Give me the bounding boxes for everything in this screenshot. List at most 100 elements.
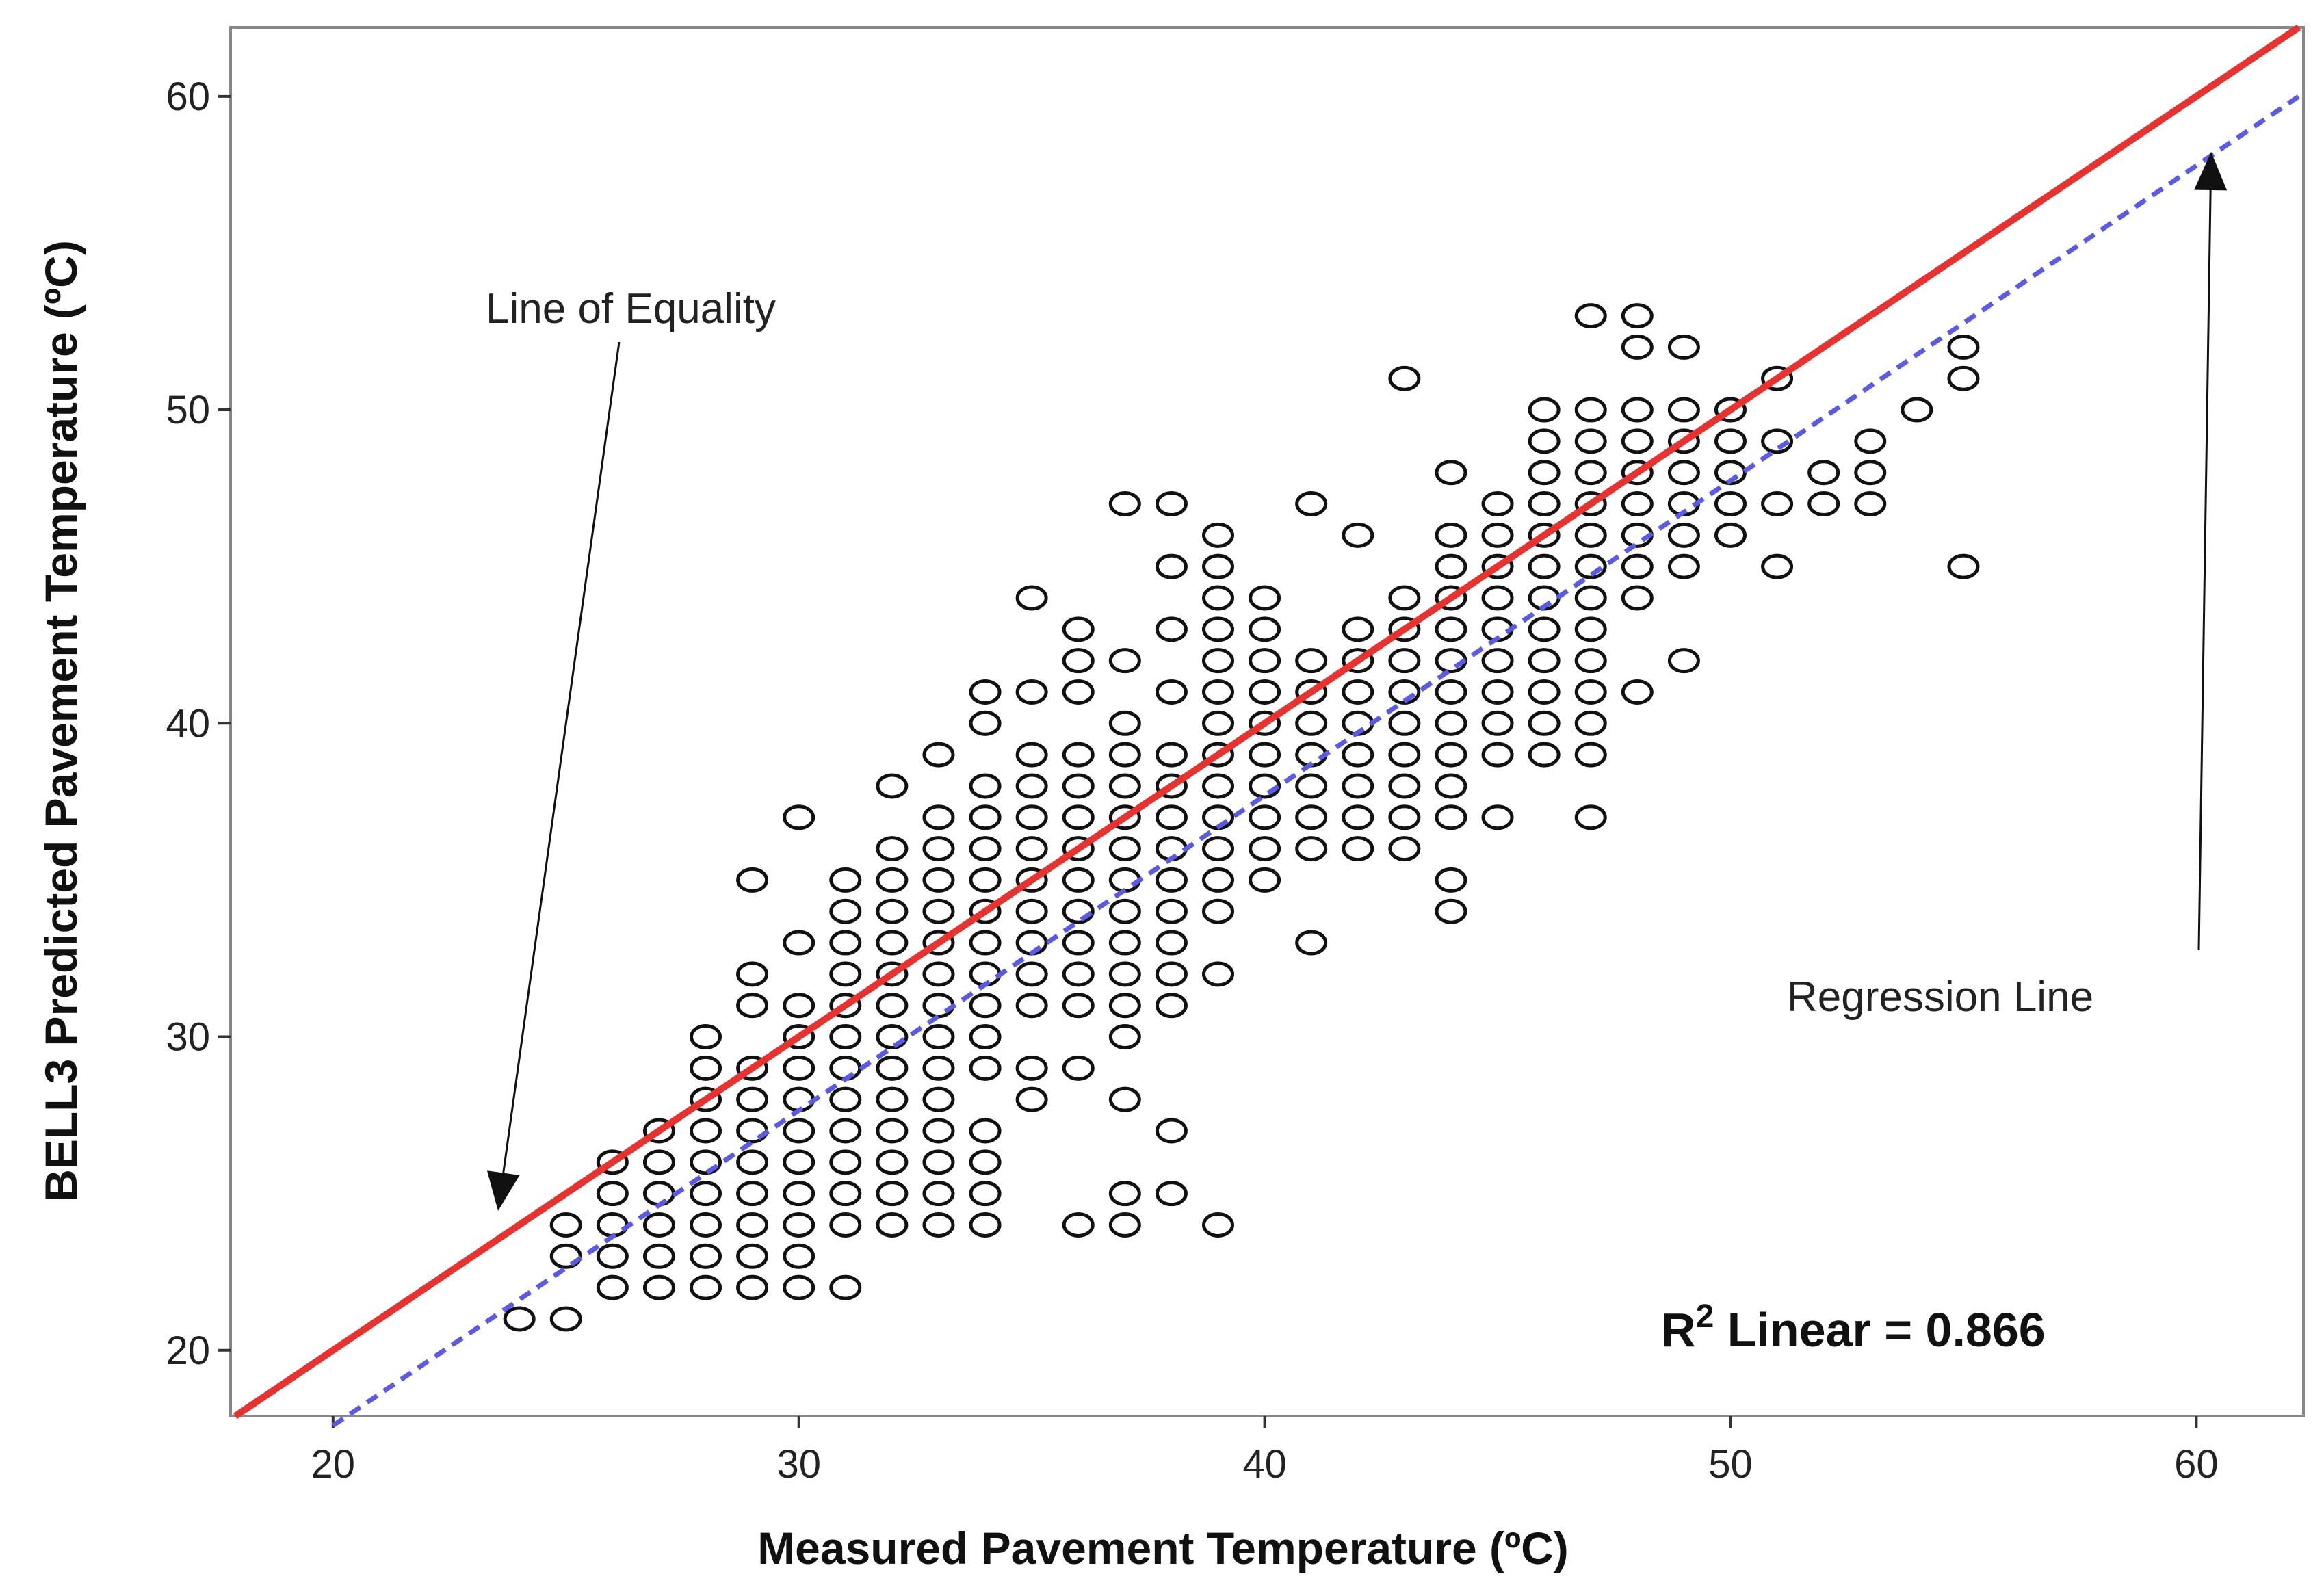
data-point — [969, 898, 1002, 924]
data-point — [1574, 804, 1607, 830]
data-point — [829, 1212, 862, 1238]
data-point — [969, 993, 1002, 1019]
data-point — [922, 1086, 955, 1112]
data-point — [736, 961, 769, 987]
data-point — [736, 1149, 769, 1175]
data-point — [1528, 553, 1561, 579]
data-point — [1435, 898, 1467, 924]
data-point — [1202, 553, 1235, 579]
data-point — [922, 742, 955, 768]
data-point — [596, 1149, 629, 1175]
data-point — [783, 1149, 815, 1175]
data-point — [1574, 428, 1607, 454]
data-point — [596, 1181, 629, 1207]
data-point — [829, 961, 862, 987]
data-point — [1574, 522, 1607, 548]
data-point — [1015, 836, 1048, 862]
data-point — [1901, 397, 1933, 423]
x-axis-title: Measured Pavement Temperature (ºC) — [757, 1523, 1569, 1573]
data-point — [1295, 930, 1328, 956]
y-tick-label-20: 20 — [166, 1329, 210, 1373]
data-point — [1481, 804, 1514, 830]
data-point — [690, 1212, 722, 1238]
data-point — [1015, 679, 1048, 705]
data-point — [829, 1086, 862, 1112]
data-point — [829, 1024, 862, 1050]
data-point — [1015, 773, 1048, 799]
data-point — [549, 1243, 582, 1269]
data-point — [690, 1181, 722, 1207]
data-point — [503, 1306, 536, 1332]
data-point — [829, 930, 862, 956]
data-point — [1062, 993, 1095, 1019]
data-point — [736, 1243, 769, 1269]
data-point — [1108, 1024, 1141, 1050]
data-point — [1342, 648, 1374, 674]
data-point — [1202, 1212, 1235, 1238]
data-point — [1481, 679, 1514, 705]
data-point — [1854, 491, 1887, 517]
data-point — [1667, 553, 1700, 579]
data-point — [1015, 585, 1048, 611]
data-point — [690, 1118, 722, 1144]
data-point — [969, 1055, 1002, 1081]
data-point — [1202, 961, 1235, 987]
equality-line — [233, 24, 2301, 1420]
data-point — [1435, 867, 1467, 893]
data-point — [829, 1149, 862, 1175]
data-point — [1388, 742, 1421, 768]
data-point — [1108, 742, 1141, 768]
data-point — [1528, 460, 1561, 486]
data-point — [1202, 616, 1235, 642]
data-point — [783, 1024, 815, 1050]
x-tick-label-40: 40 — [1242, 1442, 1287, 1487]
data-point — [1342, 836, 1374, 862]
data-point — [1574, 679, 1607, 705]
annotation-regression-line: Regression Line — [1787, 973, 2093, 1021]
data-point — [1342, 804, 1374, 830]
data-point — [1015, 898, 1048, 924]
data-point — [1621, 428, 1654, 454]
data-point — [1155, 742, 1188, 768]
data-point — [549, 1306, 582, 1332]
data-point — [1202, 742, 1235, 768]
data-point — [1108, 1212, 1141, 1238]
data-point — [969, 804, 1002, 830]
data-point — [1388, 804, 1421, 830]
data-point — [1621, 334, 1654, 360]
data-point — [1155, 553, 1188, 579]
data-point — [1667, 460, 1700, 486]
data-point — [1015, 804, 1048, 830]
axis-ticks: 20 30 40 50 60 20 30 40 50 60 — [166, 75, 2218, 1487]
data-point — [1015, 1055, 1048, 1081]
data-point — [1574, 710, 1607, 736]
data-point — [922, 930, 955, 956]
data-point — [1667, 397, 1700, 423]
data-point — [549, 1212, 582, 1238]
data-point — [1015, 867, 1048, 893]
data-point — [783, 804, 815, 830]
data-point — [969, 1118, 1002, 1144]
data-point — [1574, 303, 1607, 329]
data-point — [1807, 460, 1840, 486]
data-point — [690, 1055, 722, 1081]
data-point — [1249, 742, 1281, 768]
data-point — [1481, 553, 1514, 579]
data-point — [783, 1181, 815, 1207]
data-point — [1574, 585, 1607, 611]
data-point — [736, 993, 769, 1019]
data-point — [1574, 553, 1607, 579]
data-point — [1155, 993, 1188, 1019]
data-point — [1155, 898, 1188, 924]
data-point — [1015, 1086, 1048, 1112]
data-point — [922, 898, 955, 924]
data-point — [1621, 460, 1654, 486]
data-point — [1062, 804, 1095, 830]
r-squared-label: R2 Linear = 0.866 — [1661, 1298, 2046, 1357]
data-point — [1714, 522, 1747, 548]
data-point — [1761, 553, 1794, 579]
data-point — [1667, 428, 1700, 454]
data-point — [1854, 460, 1887, 486]
data-point — [1108, 491, 1141, 517]
data-point — [1249, 710, 1281, 736]
